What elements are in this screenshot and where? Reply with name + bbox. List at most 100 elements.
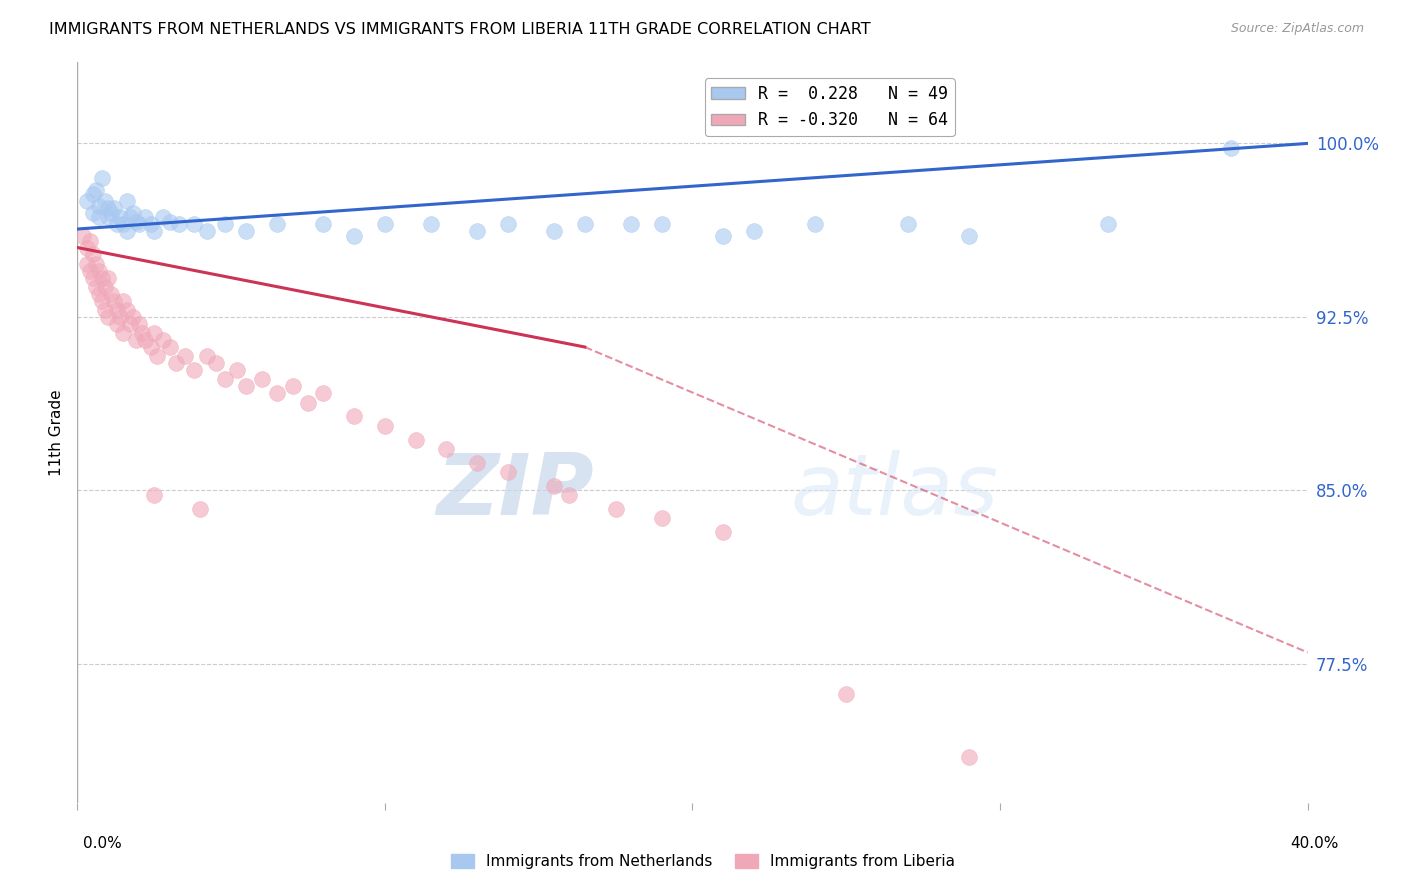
Point	[1219, 141, 1241, 155]
Point	[141, 340, 163, 354]
Point	[143, 488, 166, 502]
Point	[804, 218, 827, 232]
Point	[82, 206, 104, 220]
Point	[79, 263, 101, 277]
Point	[159, 215, 181, 229]
Point	[76, 257, 98, 271]
Point	[250, 372, 273, 386]
Point	[90, 293, 114, 308]
Point	[115, 303, 138, 318]
Text: IMMIGRANTS FROM NETHERLANDS VS IMMIGRANTS FROM LIBERIA 11TH GRADE CORRELATION CH: IMMIGRANTS FROM NETHERLANDS VS IMMIGRANT…	[49, 22, 870, 37]
Point	[214, 372, 236, 386]
Point	[711, 525, 734, 540]
Point	[558, 488, 581, 502]
Point	[143, 326, 166, 340]
Point	[118, 317, 141, 331]
Point	[115, 194, 138, 209]
Point	[112, 293, 135, 308]
Point	[110, 211, 132, 225]
Point	[76, 240, 98, 254]
Point	[112, 326, 135, 340]
Point	[118, 211, 141, 225]
Point	[183, 218, 205, 232]
Point	[405, 433, 427, 447]
Point	[465, 224, 488, 238]
Point	[97, 211, 120, 225]
Point	[312, 386, 335, 401]
Point	[97, 270, 120, 285]
Point	[214, 218, 236, 232]
Point	[165, 356, 187, 370]
Point	[72, 229, 94, 244]
Point	[128, 317, 150, 331]
Point	[226, 363, 249, 377]
Text: ZIP: ZIP	[436, 450, 595, 533]
Point	[141, 218, 163, 232]
Text: 0.0%: 0.0%	[83, 836, 122, 851]
Point	[100, 286, 122, 301]
Point	[87, 263, 110, 277]
Point	[121, 310, 143, 324]
Point	[87, 286, 110, 301]
Point	[100, 206, 122, 220]
Text: atlas: atlas	[792, 450, 998, 533]
Legend: Immigrants from Netherlands, Immigrants from Liberia: Immigrants from Netherlands, Immigrants …	[444, 848, 962, 875]
Point	[82, 270, 104, 285]
Point	[281, 379, 304, 393]
Point	[574, 218, 596, 232]
Point	[94, 303, 117, 318]
Text: 40.0%: 40.0%	[1291, 836, 1339, 851]
Point	[112, 218, 135, 232]
Point	[465, 456, 488, 470]
Point	[103, 293, 125, 308]
Point	[87, 199, 110, 213]
Point	[125, 333, 148, 347]
Point	[121, 206, 143, 220]
Point	[152, 333, 174, 347]
Point	[188, 502, 212, 516]
Point	[374, 218, 396, 232]
Point	[835, 687, 858, 701]
Point	[131, 326, 153, 340]
Point	[543, 479, 565, 493]
Point	[651, 511, 673, 525]
Point	[146, 349, 169, 363]
Point	[742, 224, 765, 238]
Point	[605, 502, 627, 516]
Point	[235, 379, 257, 393]
Point	[105, 303, 128, 318]
Point	[620, 218, 643, 232]
Point	[159, 340, 181, 354]
Point	[266, 386, 288, 401]
Point	[496, 465, 519, 479]
Point	[897, 218, 920, 232]
Point	[195, 349, 218, 363]
Point	[297, 395, 319, 409]
Point	[84, 257, 107, 271]
Point	[97, 310, 120, 324]
Point	[84, 183, 107, 197]
Text: Source: ZipAtlas.com: Source: ZipAtlas.com	[1230, 22, 1364, 36]
Point	[167, 218, 190, 232]
Point	[204, 356, 226, 370]
Point	[266, 218, 288, 232]
Point	[183, 363, 205, 377]
Point	[94, 280, 117, 294]
Point	[103, 201, 125, 215]
Point	[105, 317, 128, 331]
Point	[87, 211, 110, 225]
Point	[90, 171, 114, 186]
Point	[957, 749, 980, 764]
Point	[134, 333, 156, 347]
Point	[115, 224, 138, 238]
Point	[957, 229, 980, 244]
Point	[82, 247, 104, 261]
Point	[312, 218, 335, 232]
Point	[82, 187, 104, 202]
Point	[420, 218, 443, 232]
Point	[711, 229, 734, 244]
Point	[1097, 218, 1119, 232]
Point	[97, 201, 120, 215]
Point	[195, 224, 218, 238]
Point	[79, 234, 101, 248]
